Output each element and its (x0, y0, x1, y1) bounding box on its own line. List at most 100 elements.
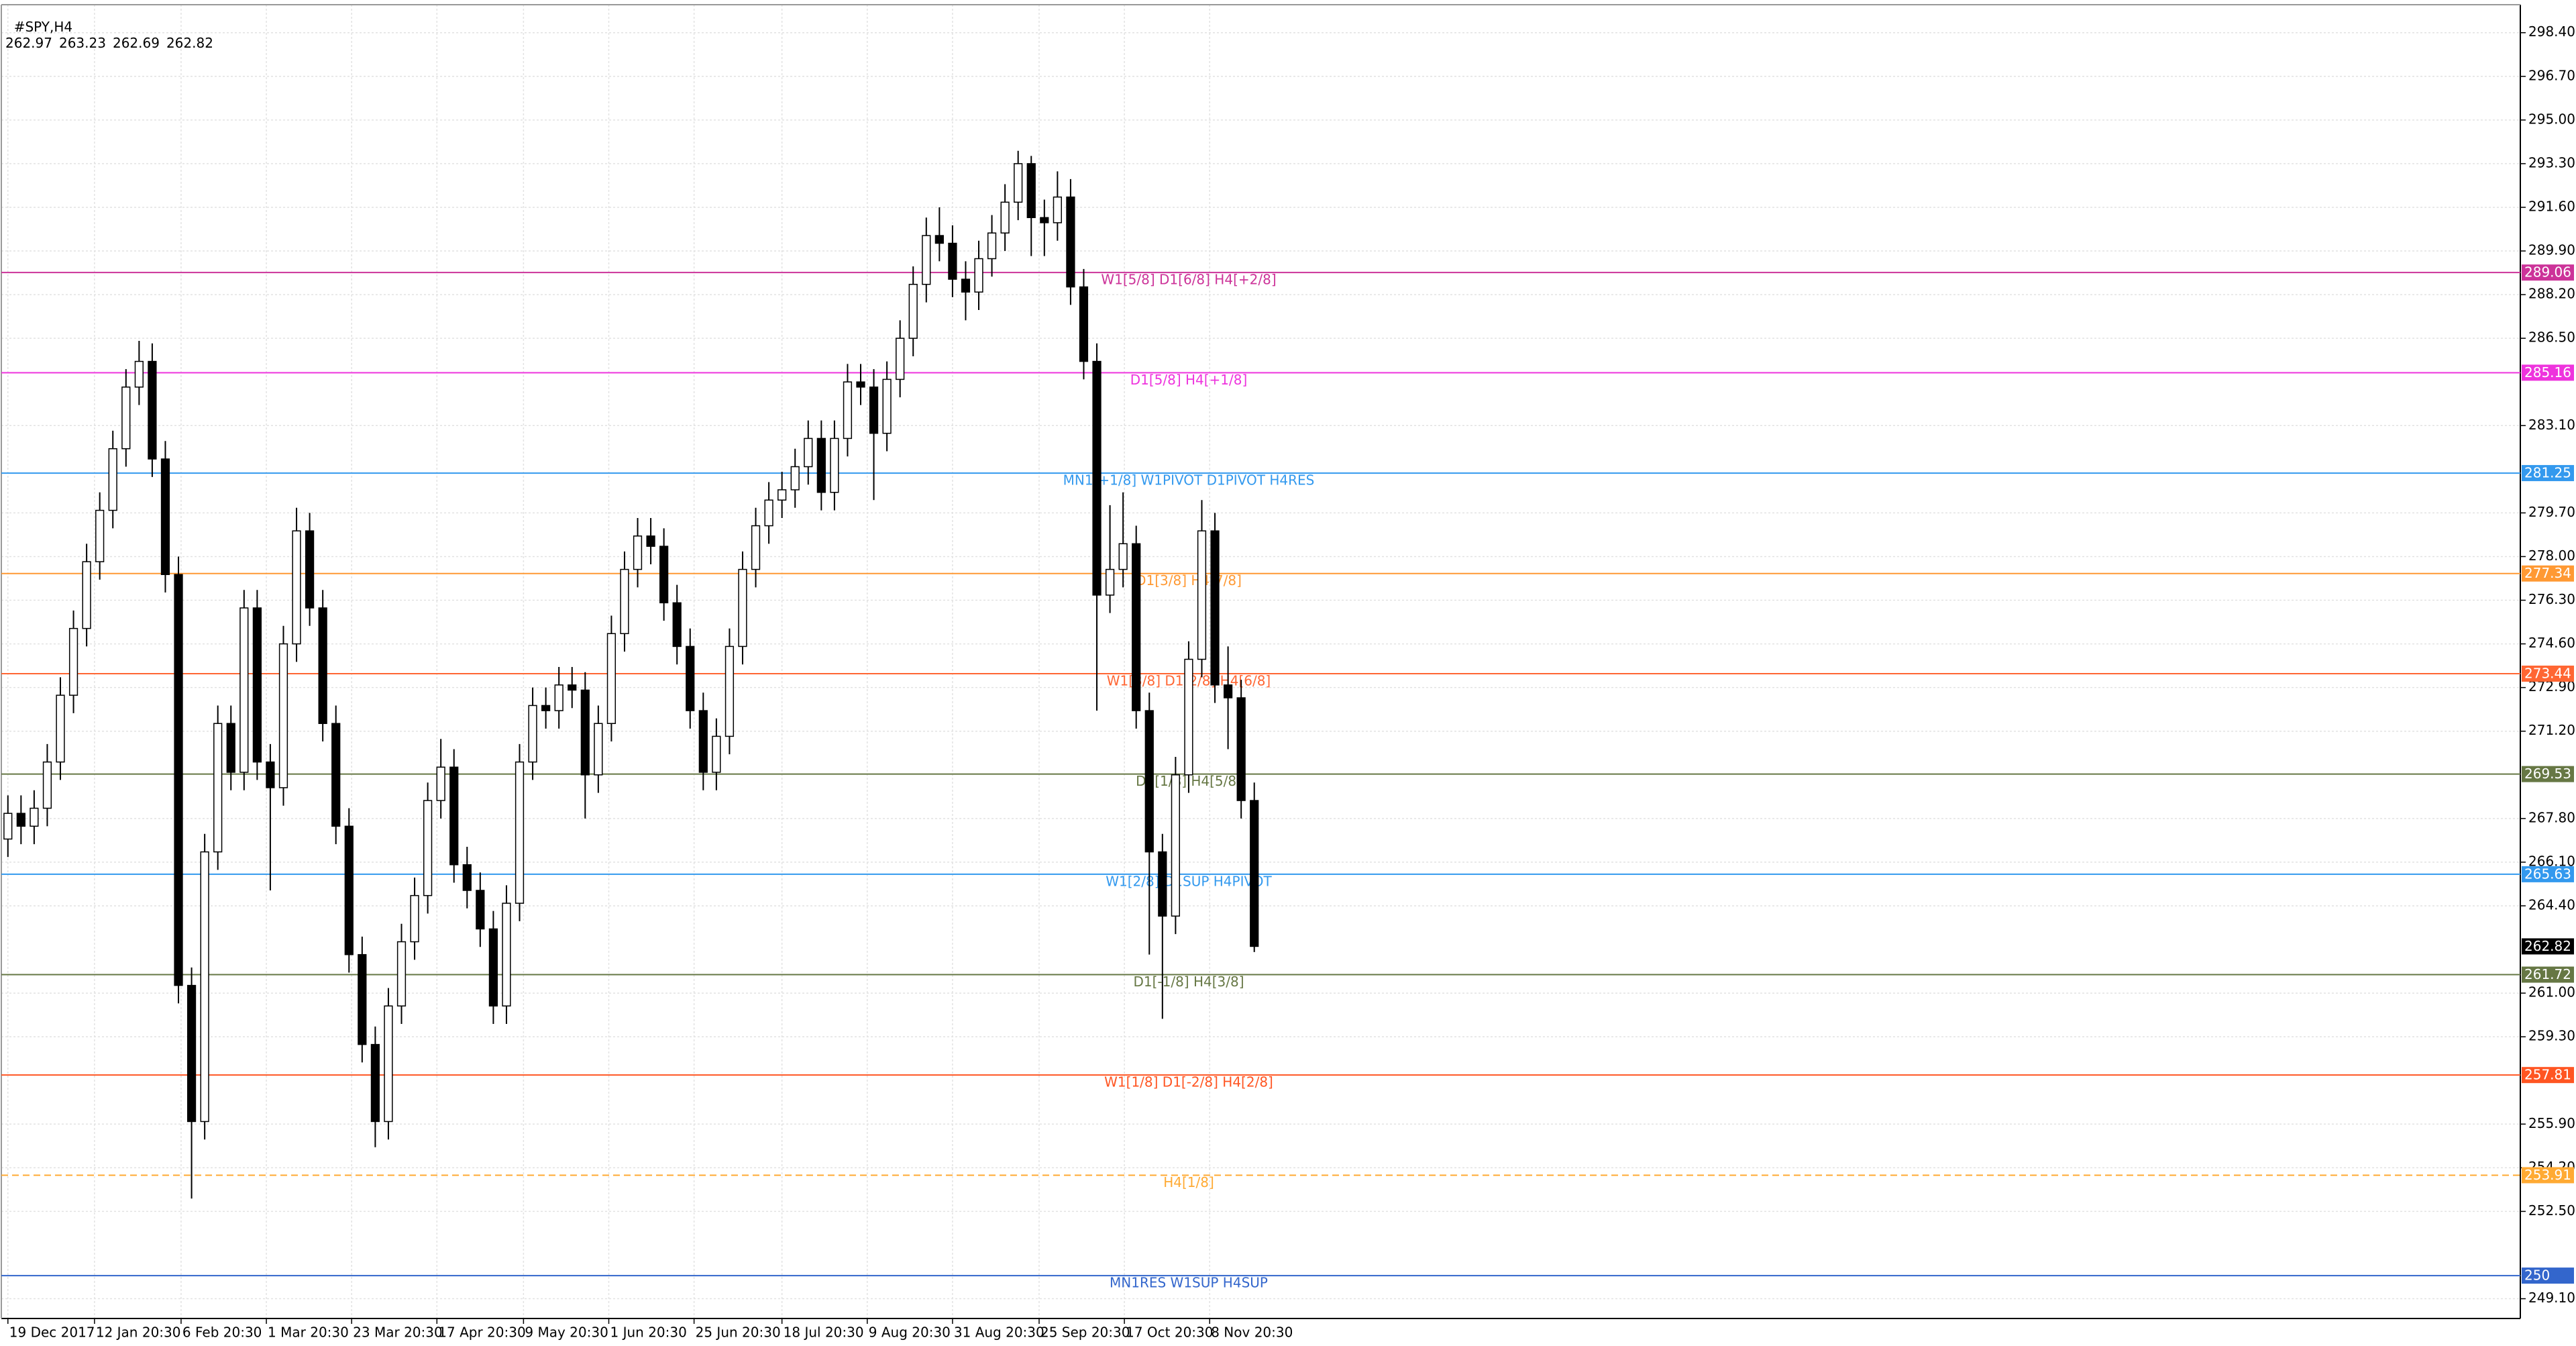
candle-body (30, 807, 39, 827)
candle-body (751, 525, 761, 570)
candle-body (738, 568, 747, 648)
y-tick-label: 295.00 (2528, 111, 2575, 127)
candle-body (384, 1005, 393, 1123)
candle-body (1040, 217, 1049, 223)
candle-body (922, 235, 931, 285)
price-box-label: 265.63 (2524, 866, 2571, 882)
candle-body (633, 535, 643, 570)
y-tick-label: 296.70 (2528, 67, 2575, 83)
candle-body (672, 602, 682, 648)
level-label: D1[-1/8] H4[3/8] (1133, 974, 1244, 990)
candle-body (961, 278, 971, 293)
candle-body (3, 813, 13, 840)
candle-body (882, 378, 892, 434)
y-tick-label: 276.30 (2528, 591, 2575, 607)
candle-body (816, 437, 826, 493)
price-box-label: 269.53 (2524, 766, 2571, 782)
header-value: 262.69 (112, 35, 160, 51)
price-box-label: 261.72 (2524, 966, 2571, 982)
candle-body (200, 851, 209, 1123)
price-box (2522, 264, 2574, 281)
x-tick-label: 1 Mar 20:30 (268, 1325, 349, 1341)
candle-body (515, 761, 525, 904)
header-value: 262.97 (5, 35, 52, 51)
candle-body (777, 489, 787, 501)
price-box-label: 277.34 (2524, 565, 2571, 581)
x-tick-label: 18 Jul 20:30 (784, 1325, 864, 1341)
price-box-label: 285.16 (2524, 364, 2571, 380)
candle-body (830, 437, 839, 493)
y-tick-label: 278.00 (2528, 548, 2575, 564)
candle-body (239, 607, 249, 773)
candle-body (121, 386, 131, 450)
candle-body (174, 574, 183, 986)
price-box (2522, 364, 2574, 381)
candle-body (186, 984, 197, 1123)
header-value: 262.82 (166, 35, 213, 51)
candle-body (541, 705, 551, 711)
y-tick-label: 286.50 (2528, 329, 2575, 346)
candle-body (987, 232, 997, 260)
candle-body (974, 258, 983, 293)
header-value: 263.23 (58, 35, 106, 51)
candle-body (213, 723, 223, 853)
candle-body (528, 705, 537, 763)
candle-body (1105, 568, 1115, 596)
candle-body (712, 735, 721, 773)
level-label: W1[1/8] D1[-2/8] H4[2/8] (1104, 1074, 1273, 1090)
price-box-label: 253.91 (2524, 1167, 2571, 1183)
level-label: H4[1/8] (1163, 1174, 1214, 1190)
x-tick-label: 25 Jun 20:30 (696, 1325, 781, 1341)
candle-body (948, 242, 957, 280)
candle-body (108, 448, 117, 511)
candle-body (358, 953, 367, 1045)
candle-body (896, 338, 905, 380)
candle-body (436, 766, 445, 801)
candle-body (934, 235, 944, 244)
candle-body (554, 684, 564, 711)
candle-body (1144, 710, 1154, 853)
price-box (2522, 1067, 2574, 1084)
y-tick-label: 288.20 (2528, 286, 2575, 302)
candle-body (344, 825, 354, 955)
candle-body (856, 381, 865, 388)
price-box-label: 250 (2524, 1267, 2550, 1284)
candle-body (568, 684, 577, 691)
level-label: D1[5/8] H4[+1/8] (1130, 372, 1248, 388)
candle-body (1014, 163, 1023, 203)
candle-body (266, 761, 275, 788)
candle-body (1184, 658, 1193, 776)
candle-body (620, 568, 629, 635)
chart-header: #SPY,H4 262.97 263.23 262.69 262.82 (5, 3, 220, 51)
y-tick-label: 293.30 (2528, 154, 2575, 170)
x-tick-label: 31 Aug 20:30 (954, 1325, 1044, 1341)
candle-body (686, 645, 695, 711)
candle-body (724, 645, 735, 737)
candle-body (134, 360, 144, 388)
candle-body (488, 928, 498, 1006)
candle-body (410, 894, 419, 943)
candle-body (370, 1043, 380, 1123)
candle-body (16, 813, 25, 827)
x-tick-label: 19 Dec 2017 (9, 1325, 95, 1341)
x-tick-label: 8 Nov 20:30 (1211, 1325, 1293, 1341)
candle-body (1197, 530, 1207, 660)
level-label: W1[2/8] D1SUP H4PIVOT (1106, 873, 1272, 889)
price-box (2522, 465, 2574, 482)
price-box-label: 289.06 (2524, 264, 2571, 280)
candle-body (1223, 684, 1233, 698)
candle-body (764, 499, 773, 527)
candle-body (56, 694, 65, 763)
last-price-box (2522, 938, 2574, 955)
candle-body (82, 561, 91, 629)
price-box (2522, 1267, 2574, 1284)
price-box-label: 257.81 (2524, 1067, 2571, 1083)
price-box (2522, 966, 2574, 983)
x-tick-label: 12 Jan 20:30 (96, 1325, 181, 1341)
candle-body (68, 627, 78, 696)
candle-body (1053, 196, 1062, 223)
candle-body (42, 761, 52, 809)
level-label: MN1RES W1SUP H4SUP (1110, 1275, 1268, 1291)
